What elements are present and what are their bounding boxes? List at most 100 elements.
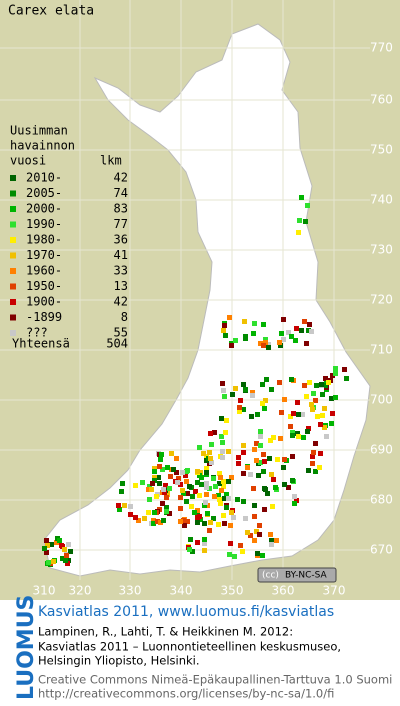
observation-square (311, 391, 316, 396)
observation-square (188, 537, 193, 542)
x-grid-label: 330 (119, 584, 142, 598)
observation-square (257, 532, 262, 537)
observation-square (226, 496, 231, 501)
observation-square (152, 510, 157, 515)
observation-square (163, 483, 168, 488)
observation-square (183, 473, 188, 478)
observation-square (180, 470, 185, 475)
observation-square (152, 466, 157, 471)
x-grid-label: 320 (69, 584, 92, 598)
observation-square (305, 203, 310, 208)
observation-square (197, 445, 202, 450)
observation-square (190, 549, 195, 554)
license-line: http://creativecommons.org/licenses/by-n… (38, 687, 334, 701)
observation-square (229, 510, 234, 515)
observation-square (290, 454, 295, 459)
observation-square (261, 469, 266, 474)
observation-square (176, 476, 181, 481)
observation-square (216, 493, 221, 498)
legend-header: Uusimman (10, 124, 68, 138)
observation-square (299, 195, 304, 200)
observation-square (211, 516, 216, 521)
legend-label: 1970- (26, 248, 62, 262)
observation-square (184, 499, 189, 504)
observation-square (216, 522, 221, 527)
observation-square (262, 507, 267, 512)
observation-square (245, 530, 250, 535)
legend-swatch (10, 237, 16, 243)
observation-square (293, 338, 298, 343)
observation-square (63, 558, 68, 563)
observation-square (288, 424, 293, 429)
observation-square (260, 553, 265, 558)
observation-square (302, 319, 307, 324)
observation-square (175, 480, 180, 485)
observation-square (264, 377, 269, 382)
observation-square (162, 490, 167, 495)
observation-square (292, 501, 297, 506)
legend-label: 2010- (26, 171, 62, 185)
legend-label: 1900- (26, 295, 62, 309)
observation-square (217, 497, 222, 502)
observation-square (164, 505, 169, 510)
observation-square (329, 421, 334, 426)
observation-square (202, 521, 207, 526)
observation-square (178, 519, 183, 524)
observation-square (333, 395, 338, 400)
observation-square (238, 543, 243, 548)
observation-square (218, 475, 223, 480)
observation-square (149, 487, 154, 492)
observation-square (268, 532, 273, 537)
observation-square (320, 392, 325, 397)
legend-swatch (10, 314, 16, 321)
observation-square (195, 520, 200, 525)
observation-square (294, 326, 299, 331)
observation-square (241, 382, 246, 387)
legend-count-header: lkm (100, 154, 122, 168)
observation-square (226, 449, 231, 454)
observation-square (119, 489, 124, 494)
observation-square (207, 450, 212, 455)
observation-square (209, 442, 214, 447)
y-grid-label: 700 (370, 393, 393, 407)
observation-square (243, 516, 248, 521)
observation-square (178, 482, 183, 487)
observation-square (255, 412, 260, 417)
legend-count: 41 (114, 248, 128, 262)
x-grid-label: 350 (221, 584, 244, 598)
observation-square (202, 537, 207, 542)
finland-outline (43, 23, 371, 577)
observation-square (252, 514, 257, 519)
observation-square (150, 481, 155, 486)
citation-line: Kasviatlas 2011 – Luonnontieteellinen ke… (38, 640, 341, 654)
observation-square (296, 412, 301, 417)
legend-label: 1990- (26, 217, 62, 231)
observation-square (217, 471, 222, 476)
observation-square (263, 398, 268, 403)
observation-square (230, 392, 235, 397)
observation-square (304, 341, 309, 346)
legend-swatch (10, 283, 16, 290)
observation-square (292, 494, 297, 499)
observation-square (171, 467, 176, 472)
observation-square (269, 542, 274, 547)
legend-count: 42 (114, 171, 128, 185)
observation-square (261, 343, 266, 348)
observation-square (281, 337, 286, 342)
observation-square (271, 435, 276, 440)
legend-swatch (10, 330, 16, 336)
observation-square (189, 504, 194, 509)
observation-square (197, 493, 202, 498)
legend-swatch (10, 206, 16, 212)
observation-square (147, 497, 152, 502)
observation-square (314, 383, 319, 388)
observation-square (241, 443, 246, 448)
observation-square (326, 380, 331, 385)
observation-square (329, 396, 334, 401)
observation-square (233, 386, 238, 391)
observation-square (169, 451, 174, 456)
y-grid-label: 720 (370, 293, 393, 307)
y-grid-label: 740 (370, 193, 393, 207)
observation-square (286, 330, 291, 335)
